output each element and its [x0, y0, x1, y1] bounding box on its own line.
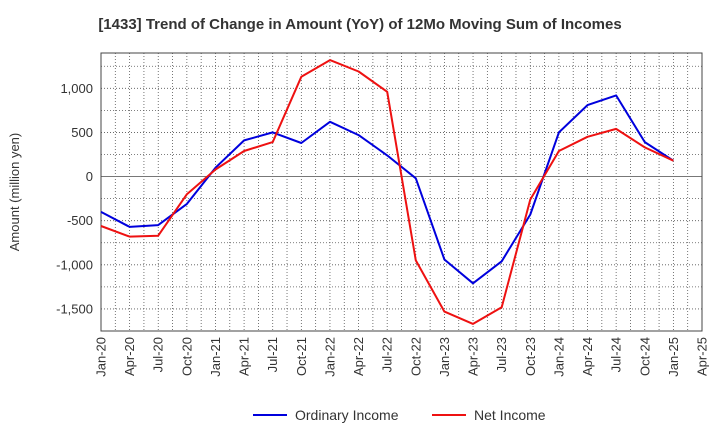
- axis-layer: -1,500 -1,000 -500 0 500 1,000 Jan-20 Apr-20 Jul…: [56, 52, 710, 377]
- x-tick-label: Jul-22: [380, 337, 395, 372]
- series-line-ordinary-income: [100, 94, 674, 285]
- chart-title: [1433] Trend of Change in Amount (YoY) o…: [98, 16, 622, 33]
- y-axis-title: Amount (million yen): [7, 133, 22, 252]
- x-tick-label: Apr-21: [237, 337, 252, 376]
- y-tick-label: -500: [67, 213, 93, 228]
- grid-layer: [100, 53, 703, 332]
- x-tick-label: Jan-20: [94, 337, 109, 377]
- x-tick-label: Jul-24: [609, 337, 624, 372]
- y-tick-label: 500: [71, 125, 93, 140]
- x-tick-label: Jul-20: [151, 337, 166, 372]
- x-tick-label: Jul-23: [494, 337, 509, 372]
- x-tick-label: Jan-23: [437, 337, 452, 377]
- x-tick-label: Jan-22: [322, 337, 337, 377]
- x-tick-label: Jul-21: [265, 337, 280, 372]
- x-tick-label: Oct-21: [294, 337, 309, 376]
- y-tick-label: -1,500: [56, 301, 93, 316]
- x-tick-label: Oct-24: [637, 337, 652, 376]
- y-tick-label: 1,000: [60, 81, 93, 96]
- x-tick-label: Oct-23: [523, 337, 538, 376]
- x-tick-label: Jan-24: [551, 337, 566, 377]
- legend-label: Ordinary Income: [295, 407, 399, 423]
- x-tick-label: Apr-23: [466, 337, 481, 376]
- x-tick-label: Jan-21: [208, 337, 223, 377]
- x-tick-label: Oct-20: [179, 337, 194, 376]
- x-tick-label: Apr-20: [122, 337, 137, 376]
- x-tick-label: Apr-22: [351, 337, 366, 376]
- x-tick-label: Apr-25: [695, 337, 710, 376]
- x-tick-label: Apr-24: [580, 337, 595, 376]
- legend-label: Net Income: [474, 407, 546, 423]
- series-layer: [100, 59, 674, 325]
- legend: Ordinary Income Net Income: [253, 407, 546, 423]
- x-tick-label: Jan-25: [666, 337, 681, 377]
- series-line-net-income: [100, 59, 674, 325]
- x-tick-label: Oct-22: [408, 337, 423, 376]
- y-tick-label: 0: [86, 169, 93, 184]
- y-tick-label: -1,000: [56, 257, 93, 272]
- plot-border: [100, 52, 703, 332]
